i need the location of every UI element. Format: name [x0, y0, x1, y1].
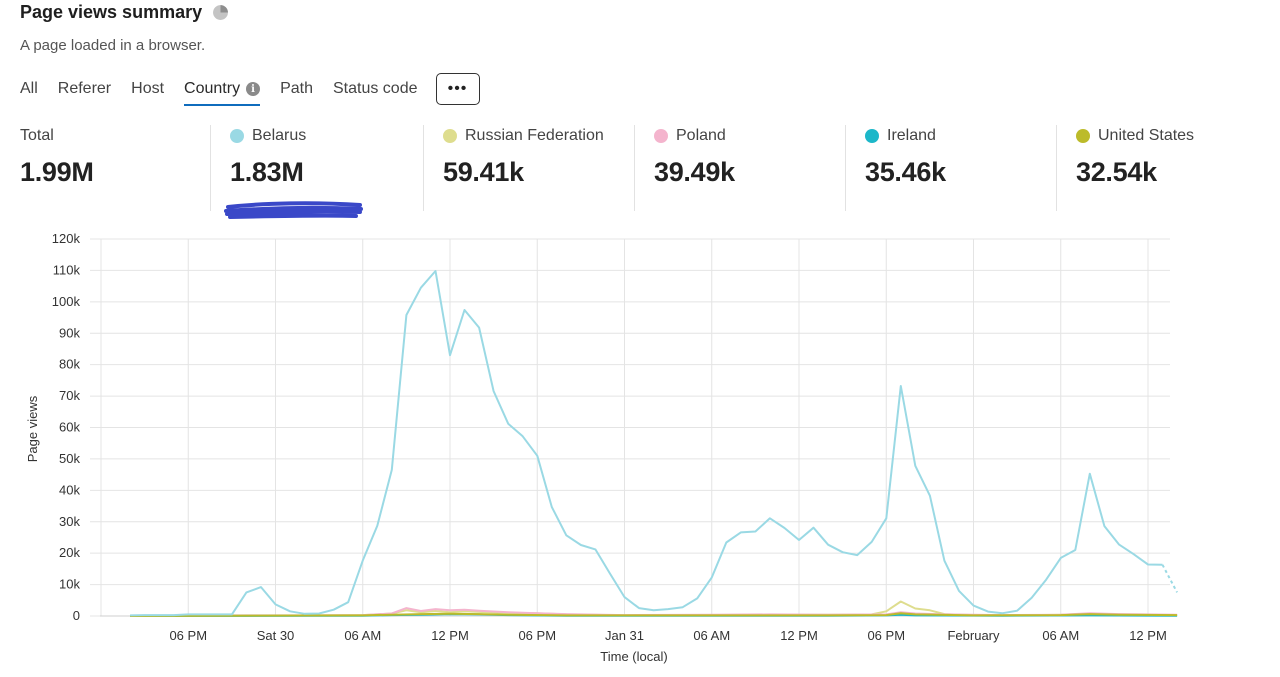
legend-dot-icon	[1076, 129, 1090, 143]
tab-path[interactable]: Path	[280, 74, 313, 104]
metric-ireland[interactable]: Ireland 35.46k	[845, 125, 946, 211]
legend-dot-icon	[654, 129, 668, 143]
tab-host[interactable]: Host	[131, 74, 164, 104]
metric-label: Total	[20, 127, 54, 144]
x-tick-label: 06 PM	[867, 628, 905, 643]
metric-total: Total 1.99M	[20, 125, 94, 211]
x-tick-label: 06 PM	[169, 628, 207, 643]
tab-label: Referer	[57, 80, 112, 97]
metric-value: 32.54k	[1076, 157, 1157, 187]
metric-label: Poland	[676, 127, 726, 144]
y-tick-label: 90k	[59, 325, 80, 340]
tab-label: All	[20, 80, 38, 97]
series-line-projected	[1161, 564, 1178, 593]
metric-belarus[interactable]: Belarus 1.83M	[210, 125, 363, 219]
info-icon[interactable]: i	[246, 82, 261, 96]
metric-label: Belarus	[252, 127, 307, 144]
x-tick-label: 12 PM	[780, 628, 818, 643]
x-tick-label: 12 PM	[1129, 628, 1167, 643]
y-tick-label: 110k	[53, 262, 81, 277]
y-tick-label: 80k	[59, 357, 80, 372]
page-views-chart[interactable]: Page views Time (local) 0 10k 20k 30k 40k 50k…	[0, 225, 1280, 675]
metric-poland[interactable]: Poland 39.49k	[634, 125, 735, 211]
metric-value: 1.99M	[20, 157, 94, 187]
y-tick-label: 40k	[59, 482, 80, 497]
divider	[210, 125, 211, 211]
dimension-tabs: All Referer Host Country i Path Status co…	[20, 73, 480, 106]
metric-label: Russian Federation	[465, 127, 604, 144]
tab-label: Host	[131, 80, 165, 97]
metric-value: 35.46k	[865, 157, 946, 187]
legend-dot-icon	[230, 129, 244, 143]
divider	[1056, 125, 1057, 211]
header: Page views summary	[20, 2, 229, 23]
page-subtitle: A page loaded in a browser.	[20, 37, 206, 54]
x-tick-label: 06 AM	[693, 628, 730, 643]
metric-russian-federation[interactable]: Russian Federation 59.41k	[423, 125, 604, 211]
metric-label: Ireland	[887, 127, 936, 144]
x-tick-label: 06 AM	[1042, 628, 1079, 643]
y-tick-label: 70k	[59, 388, 80, 403]
metric-united-states[interactable]: United States 32.54k	[1056, 125, 1195, 211]
series-line-united-states[interactable]	[130, 612, 1178, 617]
tab-label: Status code	[333, 80, 418, 97]
x-tick-label: 06 AM	[344, 628, 381, 643]
y-tick-label: 20k	[59, 545, 80, 560]
divider	[423, 125, 424, 211]
tab-status-code[interactable]: Status code	[333, 74, 418, 104]
metric-value: 1.83M	[230, 157, 304, 187]
tab-all[interactable]: All	[20, 74, 38, 104]
legend-dot-icon	[443, 129, 457, 143]
y-tick-label: 0	[73, 608, 80, 623]
metric-value: 39.49k	[654, 157, 735, 187]
y-tick-label: 100k	[52, 294, 81, 309]
y-tick-label: 60k	[59, 420, 80, 435]
y-axis-label: Page views	[25, 395, 40, 462]
x-tick-label: Sat 30	[257, 628, 295, 643]
series-line-belarus[interactable]	[130, 270, 1163, 617]
x-axis-label: Time (local)	[600, 649, 667, 664]
x-tick-label: Jan 31	[605, 628, 644, 643]
page-title: Page views summary	[20, 2, 203, 22]
y-tick-label: 50k	[59, 451, 80, 466]
more-options-button[interactable]: •••	[435, 73, 480, 105]
metric-label: United States	[1098, 127, 1195, 144]
metrics-row: Total 1.99M Belarus 1.83M Russian Federa…	[20, 125, 1260, 219]
divider	[634, 125, 635, 211]
tab-label: Country	[184, 80, 241, 97]
pie-chart-icon[interactable]	[212, 4, 229, 21]
legend-dot-icon	[865, 129, 879, 143]
tab-referer[interactable]: Referer	[58, 74, 111, 104]
tab-country[interactable]: Country i	[184, 74, 261, 106]
y-tick-label: 120k	[52, 231, 81, 246]
redaction-scribble	[224, 201, 363, 219]
divider	[845, 125, 846, 211]
y-tick-label: 30k	[59, 514, 80, 529]
tab-label: Path	[280, 80, 313, 97]
x-tick-label: 12 PM	[431, 628, 469, 643]
metric-value: 59.41k	[443, 157, 524, 187]
x-tick-label: February	[947, 628, 1000, 643]
y-tick-label: 10k	[59, 577, 80, 592]
x-tick-label: 06 PM	[518, 628, 556, 643]
